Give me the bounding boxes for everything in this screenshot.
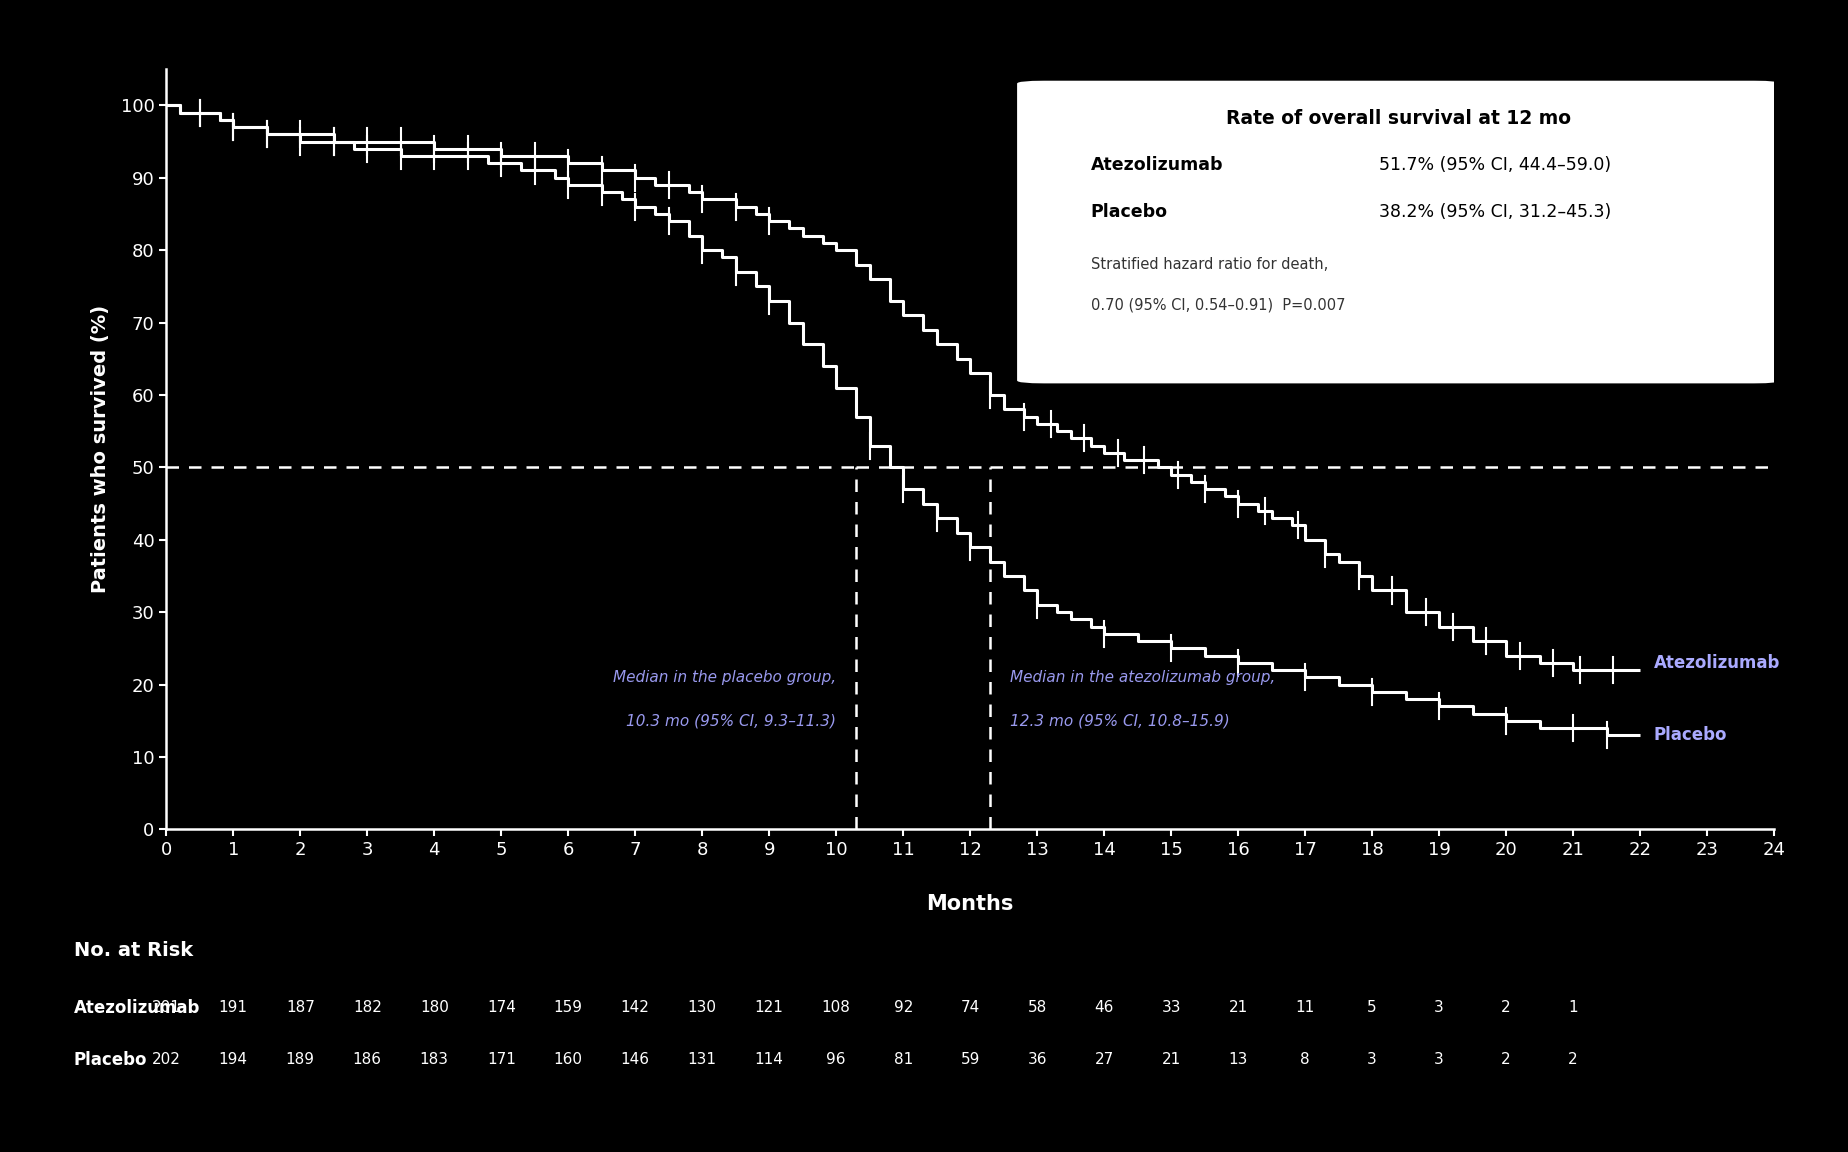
Text: 2: 2 xyxy=(1501,1052,1512,1068)
Text: Atezolizumab: Atezolizumab xyxy=(1090,156,1223,174)
Text: 114: 114 xyxy=(754,1052,784,1068)
FancyBboxPatch shape xyxy=(1016,81,1781,384)
Text: 171: 171 xyxy=(486,1052,516,1068)
Text: 38.2% (95% CI, 31.2–45.3): 38.2% (95% CI, 31.2–45.3) xyxy=(1379,203,1611,221)
Text: 108: 108 xyxy=(822,1000,850,1016)
Text: 182: 182 xyxy=(353,1000,383,1016)
Text: 186: 186 xyxy=(353,1052,383,1068)
Text: 130: 130 xyxy=(687,1000,717,1016)
Text: 11: 11 xyxy=(1295,1000,1314,1016)
Text: Placebo: Placebo xyxy=(1654,726,1728,744)
Text: Median in the atezolizumab group,: Median in the atezolizumab group, xyxy=(1011,669,1275,685)
Text: 5: 5 xyxy=(1368,1000,1377,1016)
Text: 146: 146 xyxy=(621,1052,650,1068)
Text: 10.3 mo (95% CI, 9.3–11.3): 10.3 mo (95% CI, 9.3–11.3) xyxy=(626,713,835,728)
Text: 174: 174 xyxy=(486,1000,516,1016)
Text: 33: 33 xyxy=(1161,1000,1181,1016)
Text: 13: 13 xyxy=(1229,1052,1247,1068)
Text: 58: 58 xyxy=(1027,1000,1046,1016)
Text: 189: 189 xyxy=(286,1052,314,1068)
Text: 202: 202 xyxy=(152,1052,181,1068)
Text: 81: 81 xyxy=(894,1052,913,1068)
Text: 74: 74 xyxy=(961,1000,979,1016)
Text: 194: 194 xyxy=(218,1052,248,1068)
Text: 3: 3 xyxy=(1368,1052,1377,1068)
Y-axis label: Patients who survived (%): Patients who survived (%) xyxy=(91,305,109,593)
Text: 160: 160 xyxy=(554,1052,582,1068)
Text: Placebo: Placebo xyxy=(1090,203,1168,221)
Text: 96: 96 xyxy=(826,1052,846,1068)
Text: 159: 159 xyxy=(554,1000,582,1016)
Text: 3: 3 xyxy=(1434,1000,1443,1016)
Text: 180: 180 xyxy=(419,1000,449,1016)
Text: 51.7% (95% CI, 44.4–59.0): 51.7% (95% CI, 44.4–59.0) xyxy=(1379,156,1611,174)
Text: Atezolizumab: Atezolizumab xyxy=(74,999,200,1017)
Text: 187: 187 xyxy=(286,1000,314,1016)
Text: 142: 142 xyxy=(621,1000,650,1016)
Text: 2: 2 xyxy=(1501,1000,1512,1016)
Text: 0.70 (95% CI, 0.54–0.91)  P=0.007: 0.70 (95% CI, 0.54–0.91) P=0.007 xyxy=(1090,297,1345,312)
Text: 59: 59 xyxy=(961,1052,979,1068)
Text: Stratified hazard ratio for death,: Stratified hazard ratio for death, xyxy=(1090,257,1329,272)
Text: 36: 36 xyxy=(1027,1052,1048,1068)
Text: 46: 46 xyxy=(1094,1000,1114,1016)
Text: 92: 92 xyxy=(894,1000,913,1016)
Text: 3: 3 xyxy=(1434,1052,1443,1068)
Text: Placebo: Placebo xyxy=(74,1051,148,1069)
Text: 2: 2 xyxy=(1569,1052,1578,1068)
Text: 21: 21 xyxy=(1162,1052,1181,1068)
Text: 21: 21 xyxy=(1229,1000,1247,1016)
Text: 131: 131 xyxy=(687,1052,717,1068)
Text: 191: 191 xyxy=(218,1000,248,1016)
Text: Months: Months xyxy=(926,894,1015,915)
Text: 12.3 mo (95% CI, 10.8–15.9): 12.3 mo (95% CI, 10.8–15.9) xyxy=(1011,713,1231,728)
Text: No. at Risk: No. at Risk xyxy=(74,941,192,960)
Text: Atezolizumab: Atezolizumab xyxy=(1654,654,1780,672)
Text: 8: 8 xyxy=(1301,1052,1310,1068)
Text: 27: 27 xyxy=(1094,1052,1114,1068)
Text: 183: 183 xyxy=(419,1052,449,1068)
Text: 121: 121 xyxy=(754,1000,784,1016)
Text: Rate of overall survival at 12 mo: Rate of overall survival at 12 mo xyxy=(1227,109,1571,128)
Text: Median in the placebo group,: Median in the placebo group, xyxy=(614,669,835,685)
Text: 1: 1 xyxy=(1569,1000,1578,1016)
Text: 201: 201 xyxy=(152,1000,181,1016)
